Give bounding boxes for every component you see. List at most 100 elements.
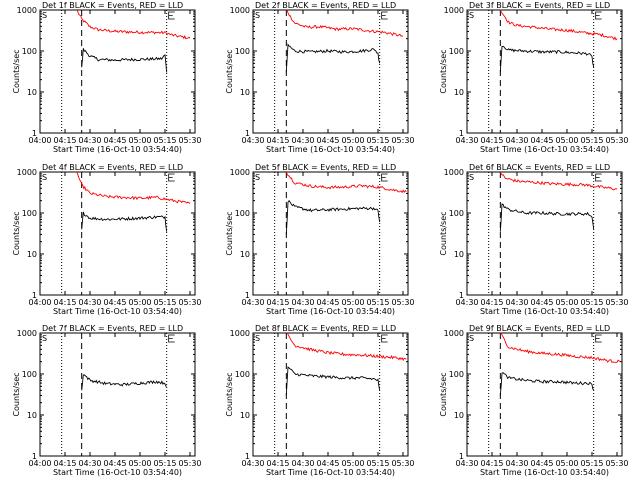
y-tick-label: 1 <box>32 291 37 300</box>
y-tick-label: 1 <box>32 129 37 138</box>
y-tick-label: 10 <box>27 250 37 259</box>
end-marker-E <box>381 334 388 343</box>
y-axis-label: Counts/sec <box>12 372 21 416</box>
panel-title: Det 4f BLACK = Events, RED = LLD <box>42 163 183 172</box>
plot-frame <box>252 171 409 296</box>
lld-series-line <box>500 332 621 363</box>
x-tick-label: 04:30 <box>291 136 314 145</box>
y-tick-label: 10 <box>27 411 37 420</box>
y-tick-label: 1000 <box>230 329 250 338</box>
lld-series-line <box>499 171 618 191</box>
y-tick-label: 10 <box>240 250 250 259</box>
x-tick-label: 04:45 <box>316 459 339 468</box>
y-tick-label: 1 <box>459 452 464 461</box>
panel-det-1: Det 1f BLACK = Events, RED = LLD 1 10 100 10… <box>12 1 202 154</box>
y-tick-label: 100 <box>235 47 250 56</box>
y-axis-label: Counts/sec <box>439 372 448 416</box>
panel-det-2: Det 2f BLACK = Events, RED = LLD 1 10 100 10… <box>225 1 415 154</box>
x-tick-label: 04:30 <box>455 298 478 307</box>
y-tick-label: 1 <box>245 452 250 461</box>
x-tick-label: 05:15 <box>580 459 603 468</box>
panel-label-S: S <box>42 334 47 343</box>
y-axis-label: Counts/sec <box>439 49 448 93</box>
end-marker-E <box>595 173 602 182</box>
x-tick-label: 05:30 <box>178 459 201 468</box>
y-tick-label: 100 <box>22 47 37 56</box>
events-series-line <box>285 199 381 235</box>
x-tick-label: 04:00 <box>28 136 51 145</box>
x-tick-label: 05:00 <box>128 459 151 468</box>
events-series-line <box>285 43 381 73</box>
x-axis-label: Start Time (16-Oct-10 03:54:40) <box>53 307 182 316</box>
y-tick-label: 1 <box>459 129 464 138</box>
events-series-line <box>499 372 595 396</box>
x-tick-label: 04:30 <box>78 459 101 468</box>
plot-frame <box>466 171 623 296</box>
y-tick-label: 100 <box>449 370 464 379</box>
x-tick-label: 04:45 <box>103 136 126 145</box>
panel-label-S: S <box>469 173 474 182</box>
lld-series-line <box>76 171 191 204</box>
panel-label-S: S <box>469 11 474 20</box>
x-tick-label: 05:15 <box>366 298 389 307</box>
x-tick-label: 05:30 <box>178 136 201 145</box>
x-tick-label: 05:30 <box>605 459 628 468</box>
x-tick-label: 04:15 <box>480 298 503 307</box>
x-tick-label: 04:15 <box>266 136 289 145</box>
x-tick-label: 05:00 <box>128 136 151 145</box>
x-tick-label: 05:00 <box>555 136 578 145</box>
x-tick-label: 05:15 <box>580 136 603 145</box>
events-series-line <box>285 366 381 396</box>
x-tick-label: 05:00 <box>341 136 364 145</box>
x-axis-label: Start Time (16-Oct-10 03:54:40) <box>480 145 609 154</box>
x-tick-label: 04:15 <box>53 136 76 145</box>
y-axis-label: Counts/sec <box>225 372 234 416</box>
y-tick-label: 1000 <box>17 168 37 177</box>
panel-label-S: S <box>255 173 260 182</box>
x-tick-label: 04:45 <box>316 136 339 145</box>
x-tick-label: 05:00 <box>341 459 364 468</box>
y-tick-label: 1 <box>32 452 37 461</box>
panel-label-S: S <box>469 334 474 343</box>
x-tick-label: 05:00 <box>341 298 364 307</box>
x-tick-label: 04:45 <box>530 459 553 468</box>
x-tick-label: 05:15 <box>153 136 176 145</box>
x-tick-label: 04:30 <box>241 459 264 468</box>
x-tick-label: 05:15 <box>580 298 603 307</box>
x-tick-label: 04:30 <box>505 459 528 468</box>
y-tick-label: 10 <box>454 250 464 259</box>
end-marker-E <box>595 334 602 343</box>
y-axis-label: Counts/sec <box>12 211 21 255</box>
y-tick-label: 100 <box>22 370 37 379</box>
end-marker-E <box>168 173 175 182</box>
y-axis-label: Counts/sec <box>225 211 234 255</box>
lld-series-line <box>286 332 407 362</box>
panel-det-9: Det 9f BLACK = Events, RED = LLD 1 10 100 10… <box>439 324 629 477</box>
y-tick-label: 10 <box>240 88 250 97</box>
end-marker-E <box>381 173 388 182</box>
lld-series-line <box>285 171 407 194</box>
y-tick-label: 100 <box>235 209 250 218</box>
y-tick-label: 1000 <box>17 6 37 15</box>
x-tick-label: 05:15 <box>153 459 176 468</box>
y-tick-label: 1000 <box>444 329 464 338</box>
plot-frame <box>252 9 409 134</box>
x-tick-label: 04:30 <box>241 298 264 307</box>
panel-label-S: S <box>255 334 260 343</box>
panel-det-4: Det 4f BLACK = Events, RED = LLD 1 10 100 10… <box>12 163 202 316</box>
x-tick-label: 05:15 <box>153 298 176 307</box>
x-tick-label: 05:00 <box>555 298 578 307</box>
x-tick-label: 04:30 <box>291 298 314 307</box>
x-tick-label: 05:30 <box>605 136 628 145</box>
end-marker-E <box>168 11 175 20</box>
y-tick-label: 10 <box>240 411 250 420</box>
y-tick-label: 100 <box>22 209 37 218</box>
panel-label-S: S <box>42 173 47 182</box>
x-tick-label: 05:30 <box>178 298 201 307</box>
y-tick-label: 10 <box>27 88 37 97</box>
plot-frame <box>39 332 196 457</box>
events-series-line <box>499 203 595 232</box>
panel-det-5: Det 5f BLACK = Events, RED = LLD 1 10 100 10… <box>225 163 415 316</box>
plot-frame <box>466 9 623 134</box>
x-tick-label: 04:45 <box>530 136 553 145</box>
